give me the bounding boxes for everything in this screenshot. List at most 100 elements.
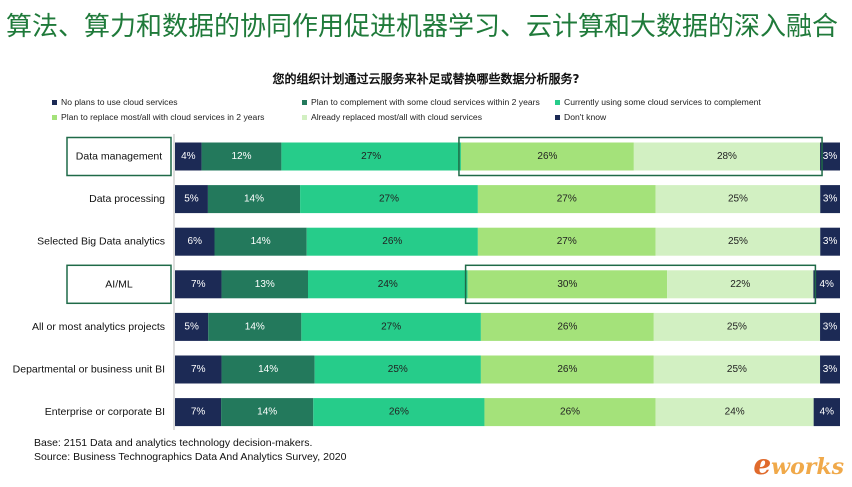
legend-item-currently-complement: Currently using some cloud services to c… [555,96,761,108]
segment-highlight-box [458,136,823,177]
data-label: 3% [823,236,838,247]
data-label: 24% [725,407,745,418]
bar-segment [281,142,461,171]
data-label: 3% [823,194,838,205]
legend-label: Already replaced most/all with cloud ser… [311,112,482,122]
bar-segment [477,227,656,256]
legend-item-already-replaced: Already replaced most/all with cloud ser… [302,111,482,123]
data-label: 14% [257,407,277,418]
data-label: 26% [389,407,409,418]
legend-label: Plan to complement with some cloud servi… [311,97,540,107]
bar-segment [820,185,840,214]
data-label: 26% [382,236,402,247]
bar-segment [308,270,468,299]
data-label: 7% [191,407,206,418]
legend-swatch [52,99,57,105]
data-label: 27% [379,194,399,205]
bar-segment [221,355,315,384]
data-label: 27% [381,321,401,332]
legend-label: Plan to replace most/all with cloud serv… [61,112,265,122]
bar-segment [820,312,840,341]
bar-segment [306,227,478,256]
data-label: 24% [378,279,398,290]
legend-swatch [52,114,57,120]
legend-swatch [302,99,307,105]
bar-segment [221,398,314,427]
bar-segment [301,312,481,341]
bar-segment [820,142,840,171]
data-label: 25% [727,321,747,332]
bar-segment [653,355,821,384]
bar-segment [175,142,202,171]
data-label: 13% [255,279,275,290]
data-label: 26% [537,151,557,162]
data-label: 5% [184,194,199,205]
legend-item-replace-2y: Plan to replace most/all with cloud serv… [52,111,264,123]
bar-segment [653,312,821,341]
data-label: 14% [251,236,271,247]
bar-segment [480,355,654,384]
bar-segment [208,312,302,341]
bar-segment [460,142,634,171]
bar-segment [633,142,821,171]
legend-item-no-plans: No plans to use cloud services [52,96,178,108]
data-label: 27% [557,194,577,205]
data-label: 25% [728,236,748,247]
category-highlight-box [66,136,172,177]
bar-segment [813,398,840,427]
legend-label: No plans to use cloud services [61,97,178,107]
legend-item-complement-2y: Plan to complement with some cloud servi… [302,96,540,108]
bar-segment [655,398,814,427]
bar-segment [813,270,840,299]
data-label: 22% [730,279,750,290]
data-label: 25% [388,364,408,375]
bar-segment [820,355,840,384]
data-label: 6% [188,236,203,247]
bar-segment [300,185,478,214]
data-label: 26% [557,364,577,375]
category-label: AI/ML [105,278,133,290]
bar-segment [175,312,209,341]
data-label: 28% [717,151,737,162]
category-label: All or most analytics projects [32,321,165,333]
bar-segment [175,355,222,384]
bar-segment [655,227,821,256]
data-label: 5% [184,321,199,332]
bar-segment [175,270,222,299]
bar-segment [221,270,308,299]
bar-segment [214,227,307,256]
category-label: Departmental or business unit BI [13,364,165,376]
legend-swatch [555,99,560,105]
bar-segment [313,398,485,427]
category-label: Data management [76,151,162,163]
footnote-source: Source: Business Technographics Data And… [34,451,347,463]
chart-title: 您的组织计划通过云服务来补足或替换哪些数据分析服务? [272,72,580,86]
bar-segment [175,227,215,256]
data-label: 25% [727,364,747,375]
bar-segment [667,270,814,299]
data-label: 26% [560,407,580,418]
data-label: 4% [181,151,196,162]
bar-segment [207,185,301,214]
legend-swatch [555,114,560,120]
category-highlight-box [66,264,172,305]
data-label: 26% [557,321,577,332]
category-label: Data processing [89,193,165,205]
bar-segment [484,398,656,427]
data-label: 14% [244,194,264,205]
legend-label: Don't know [564,112,607,122]
category-label: Enterprise or corporate BI [45,406,165,418]
bar-segment [201,142,282,171]
category-label: Selected Big Data analytics [37,236,165,248]
footnote-base: Base: 2151 Data and analytics technology… [34,437,313,449]
data-label: 14% [258,364,278,375]
bar-segment [480,312,654,341]
bar-segment [477,185,656,214]
eworks-logo: eworks [753,448,844,481]
data-label: 7% [191,364,206,375]
data-label: 7% [191,279,206,290]
data-label: 25% [728,194,748,205]
bar-segment [175,185,208,214]
data-label: 27% [557,236,577,247]
bar-segment [175,398,222,427]
